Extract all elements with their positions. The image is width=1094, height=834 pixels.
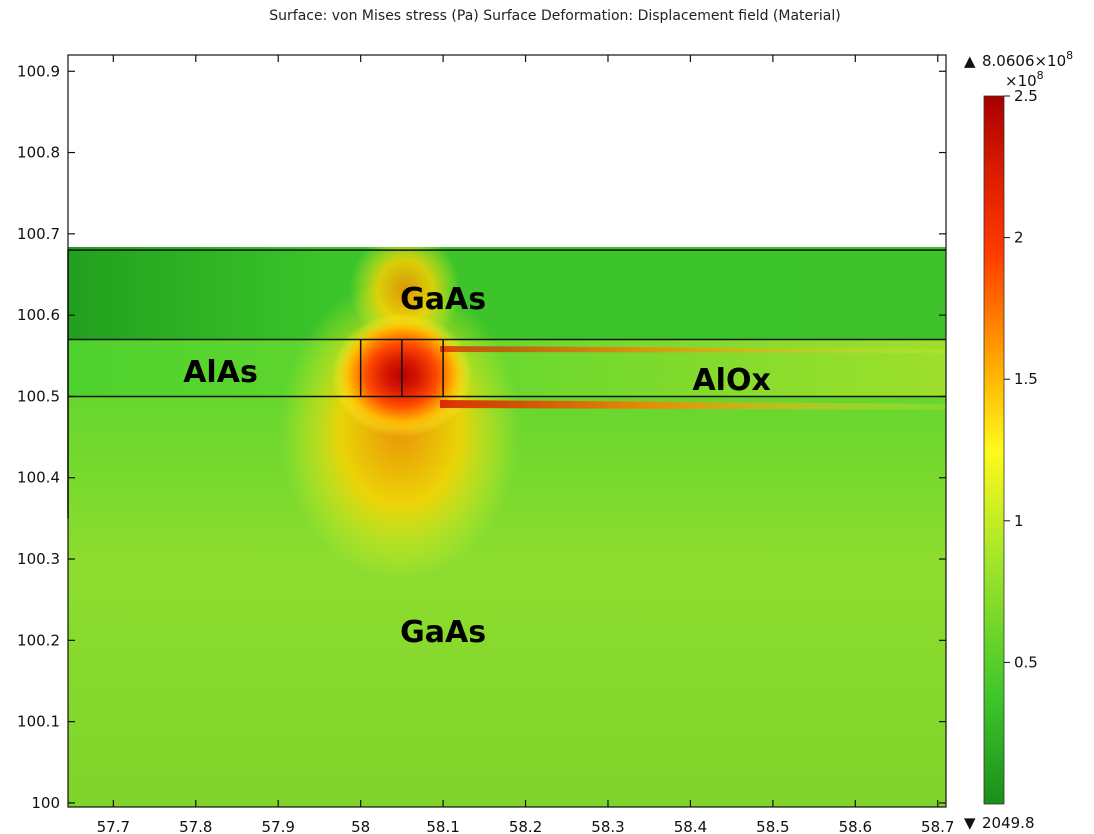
region-label: GaAs bbox=[400, 615, 486, 650]
y-tick-label: 100.7 bbox=[17, 225, 60, 243]
x-tick-label: 58.1 bbox=[426, 818, 459, 834]
x-tick-label: 57.7 bbox=[97, 818, 130, 834]
stress-field bbox=[68, 247, 946, 807]
colorbar-min-arrow: ▼ bbox=[964, 814, 976, 832]
colorbar-max-arrow: ▲ bbox=[964, 52, 976, 70]
colorbar-bar bbox=[983, 95, 1005, 805]
region-label: AlAs bbox=[183, 355, 258, 390]
colorbar-multiplier: ×108 bbox=[1005, 69, 1044, 90]
x-tick-label: 58 bbox=[351, 818, 370, 834]
y-tick-label: 100.1 bbox=[17, 713, 60, 731]
colorbar-tick-label: 1 bbox=[1014, 512, 1024, 530]
y-tick-label: 100.6 bbox=[17, 306, 60, 324]
colorbar-max-label: 8.0606×108 bbox=[982, 49, 1073, 70]
x-tick-labels: 57.7 57.8 57.9 58 58.1 58.2 58.3 58.4 58.5 58.6 58… bbox=[97, 818, 955, 834]
colorbar-tick-label: 2.5 bbox=[1014, 87, 1038, 105]
y-tick-labels: 100 100.1 100.2 100.3 100.4 100.5 100.6 100.7 10… bbox=[17, 62, 60, 812]
x-tick-label: 58.7 bbox=[921, 818, 954, 834]
colorbar-tick-label: 0.5 bbox=[1014, 653, 1038, 671]
y-tick-label: 100.5 bbox=[17, 387, 60, 405]
gaas-top-layer bbox=[68, 247, 946, 340]
y-tick-label: 100.2 bbox=[17, 631, 60, 649]
colorbar-tick-label: 2 bbox=[1014, 229, 1024, 247]
axis-ticks bbox=[68, 55, 946, 807]
stress-streak-lower bbox=[440, 400, 946, 410]
region-label: AlOx bbox=[692, 363, 770, 398]
region-labels: GaAs AlAs AlOx GaAs bbox=[183, 282, 771, 650]
y-tick-label: 100.4 bbox=[17, 469, 60, 487]
colorbar-ticks: 2.5 2 1.5 1 0.5 bbox=[1004, 87, 1038, 671]
y-tick-label: 100.8 bbox=[17, 144, 60, 162]
x-tick-label: 58.3 bbox=[591, 818, 624, 834]
colorbar-min-label: 2049.8 bbox=[982, 814, 1035, 832]
y-tick-label: 100.3 bbox=[17, 550, 60, 568]
stress-streak-upper bbox=[440, 346, 946, 353]
x-tick-label: 57.8 bbox=[179, 818, 212, 834]
x-tick-label: 57.9 bbox=[262, 818, 295, 834]
x-tick-label: 58.5 bbox=[756, 818, 789, 834]
x-tick-label: 58.4 bbox=[674, 818, 707, 834]
colorbar-tick-label: 1.5 bbox=[1014, 370, 1038, 388]
y-tick-label: 100.9 bbox=[17, 62, 60, 80]
plot-title: Surface: von Mises stress (Pa) Surface D… bbox=[269, 8, 841, 24]
x-tick-label: 58.2 bbox=[509, 818, 542, 834]
x-tick-label: 58.6 bbox=[839, 818, 872, 834]
axes-frame bbox=[67, 54, 947, 808]
y-tick-label: 100 bbox=[31, 794, 60, 812]
region-label: GaAs bbox=[400, 282, 486, 317]
